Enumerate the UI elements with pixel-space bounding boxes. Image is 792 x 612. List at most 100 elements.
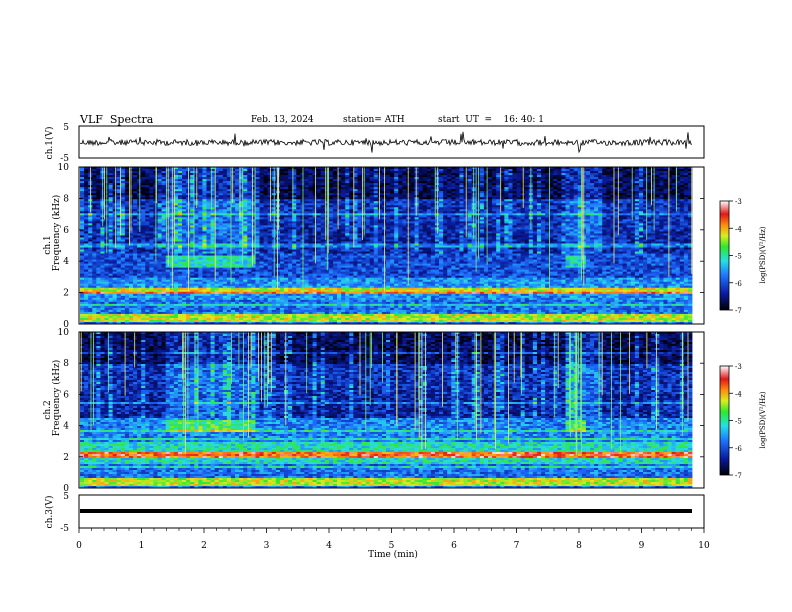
spectrogram-cell [92, 203, 97, 206]
spectrogram-cell [561, 217, 566, 220]
spectrogram-cell [206, 179, 211, 182]
spectrogram-cell [683, 187, 689, 190]
spectrogram-cell [230, 221, 236, 224]
spectrogram-cell [638, 175, 644, 178]
spectrogram-cell [247, 181, 252, 184]
spectrogram-cell [406, 221, 411, 224]
spectrogram-cell [284, 191, 289, 194]
spectrogram-cell [406, 199, 411, 202]
spectrogram-cell [679, 173, 685, 176]
spectrogram-cell [675, 185, 681, 188]
spectrogram-cell [683, 167, 689, 170]
spectrogram-cell [373, 193, 379, 196]
spectrogram-cell [463, 167, 468, 170]
spectrogram-cell [284, 183, 289, 186]
spectrogram-cell [508, 211, 513, 214]
spectrogram-cell [663, 205, 668, 208]
spectrogram-cell [647, 215, 652, 218]
spectrogram-cell [337, 195, 342, 198]
spectrogram-cell [414, 177, 420, 180]
spectrogram-cell [226, 203, 232, 206]
spectrogram-cell [561, 179, 566, 182]
spectrogram-cell [467, 171, 473, 174]
spectrogram-cell [683, 209, 689, 212]
spectrogram-cell [222, 205, 228, 208]
spectrogram-cell [328, 195, 334, 198]
spectrogram-cell [549, 179, 554, 182]
spectrogram-cell [222, 223, 228, 226]
spectrogram-cell [659, 213, 664, 216]
spectrogram-cell [190, 187, 195, 190]
spectrogram-cell [614, 191, 619, 194]
ch1-waveform-ylabel: ch.1(V) [44, 127, 55, 160]
spectrogram-cell [573, 219, 579, 222]
spectrogram-cell [594, 205, 599, 208]
spectrogram-cell [267, 197, 273, 200]
spectrogram-cell [361, 175, 366, 178]
spectrogram-cell [341, 173, 346, 176]
spectrogram-cell [606, 203, 611, 206]
spectrogram-cell [226, 223, 232, 226]
spectrogram-cell [255, 175, 260, 178]
spectrogram-cell [312, 203, 318, 206]
spectrogram-cell [243, 197, 248, 200]
spectrogram-cell [398, 217, 403, 220]
spectrogram-cell [112, 195, 118, 198]
spectrogram-cell [622, 203, 628, 206]
spectrogram-cell [585, 183, 591, 186]
spectrogram-cell [683, 173, 689, 176]
spectrogram-cell [316, 217, 322, 220]
spectrogram-cell [426, 205, 432, 208]
spectrogram-cell [410, 173, 415, 176]
spectrogram-cell [638, 221, 644, 224]
spectrogram-cell [116, 209, 122, 212]
spectrogram-cell [467, 189, 473, 192]
spectrogram-cell [292, 183, 297, 186]
spectrogram-cell [610, 207, 615, 210]
spectrogram-cell [161, 223, 167, 226]
spectrogram-cell [161, 191, 167, 194]
spectrogram-cell [569, 205, 575, 208]
spectrogram-cell [137, 185, 142, 188]
spectrogram-cell [80, 173, 85, 176]
spectrogram-cell [443, 213, 448, 216]
spectrogram-cell [345, 191, 350, 194]
spectrogram-cell [149, 179, 154, 182]
spectrogram-cell [614, 173, 619, 176]
spectrogram-cell [647, 197, 652, 200]
spectrogram-cell [467, 181, 473, 184]
spectrogram-cell [479, 181, 485, 184]
spectrogram-cell [373, 189, 379, 192]
spectrogram-cell [679, 183, 685, 186]
spectrogram-cell [622, 219, 628, 222]
spectrogram-cell [422, 223, 428, 226]
spectrogram-cell [679, 179, 685, 182]
spectrogram-cell [545, 197, 550, 200]
spectrogram-cell [357, 203, 362, 206]
spectrogram-cell [263, 201, 269, 204]
spectrogram-cell [655, 183, 660, 186]
spectrogram-cell [443, 219, 448, 222]
spectrogram-cell [267, 195, 273, 198]
spectrogram-cell [683, 215, 689, 218]
spectrogram-cell [426, 201, 432, 204]
spectrogram-cell [659, 177, 664, 180]
spectrogram-cell [267, 205, 273, 208]
spectrogram-cell [479, 195, 485, 198]
spectrogram-cell [463, 195, 468, 198]
spectrogram-cell [622, 185, 628, 188]
spectrogram-cell [369, 193, 375, 196]
spectrogram-cell [345, 223, 350, 226]
spectrogram-cell [112, 205, 118, 208]
spectrogram-cell [386, 211, 391, 214]
spectrogram-cell [369, 177, 375, 180]
spectrogram-cell [630, 187, 636, 190]
spectrogram-cell [377, 183, 383, 186]
spectrogram-cell [483, 191, 489, 194]
spectrogram-cell [590, 183, 595, 186]
spectrogram-cell [475, 197, 481, 200]
spectrogram-cell [618, 193, 624, 196]
spectrogram-cell [549, 187, 554, 190]
spectrogram-cell [455, 187, 460, 190]
spectrogram-cell [638, 173, 644, 176]
